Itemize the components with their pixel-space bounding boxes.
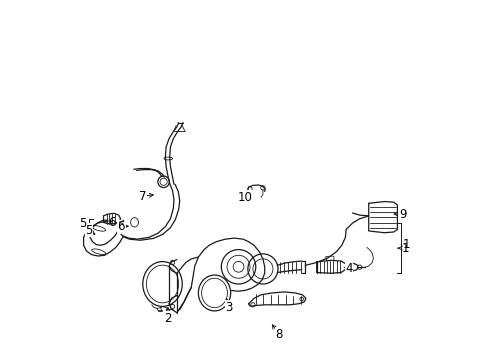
Text: 1: 1 [403, 238, 410, 251]
Text: 3: 3 [225, 301, 233, 314]
Text: 6: 6 [108, 216, 115, 229]
Text: 6: 6 [118, 220, 125, 233]
Text: 8: 8 [275, 328, 283, 341]
Text: 5: 5 [85, 224, 93, 237]
Text: 10: 10 [238, 191, 252, 204]
Text: 5: 5 [79, 216, 87, 230]
Text: 7: 7 [139, 190, 147, 203]
Text: 1: 1 [402, 242, 410, 255]
Text: 9: 9 [399, 208, 407, 221]
Text: 2: 2 [164, 311, 171, 325]
Text: 4: 4 [345, 262, 353, 275]
